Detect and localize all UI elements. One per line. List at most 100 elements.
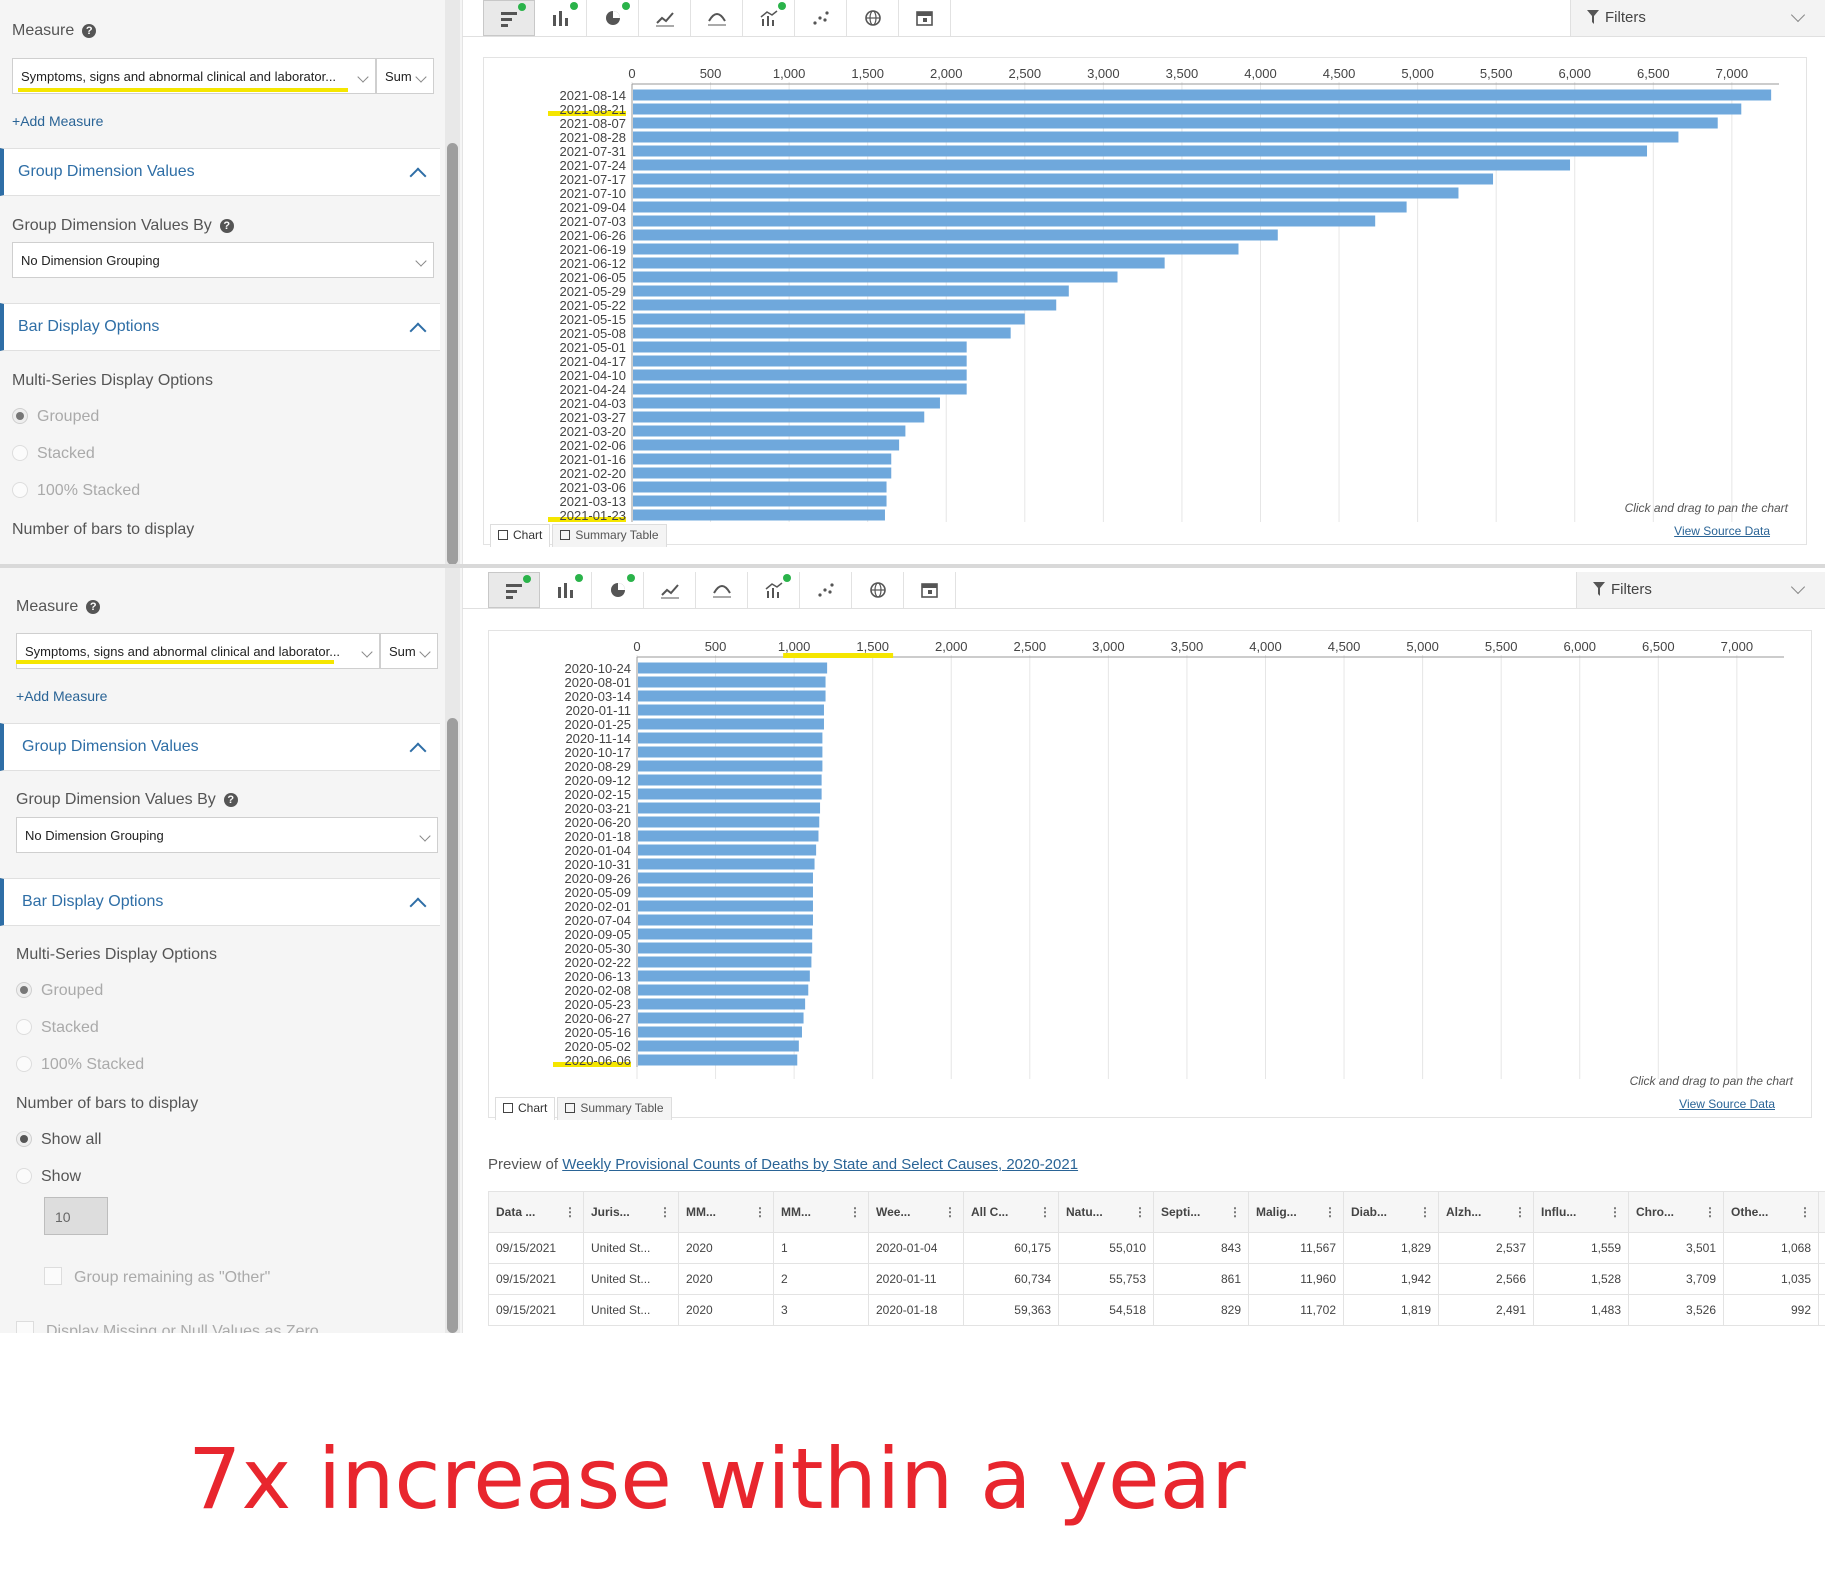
add-measure-link[interactable]: +Add Measure <box>16 688 107 704</box>
group-dimension-section-header[interactable]: Group Dimension Values <box>0 148 440 196</box>
radio-show-all[interactable]: Show all <box>16 1131 101 1149</box>
chevron-up-icon[interactable] <box>409 322 427 340</box>
tab-chart[interactable]: Chart <box>490 524 551 547</box>
radio-dot[interactable] <box>12 445 28 461</box>
group-dimension-section-header[interactable]: Group Dimension Values <box>0 723 440 771</box>
radio-100-stacked[interactable]: 100% Stacked <box>16 1056 144 1074</box>
chevron-up-icon[interactable] <box>409 897 427 915</box>
column-menu-icon[interactable]: ⋮ <box>849 1205 861 1219</box>
aggregation-select[interactable]: Sum <box>376 58 434 94</box>
column-menu-icon[interactable]: ⋮ <box>1419 1205 1431 1219</box>
column-header[interactable]: Juris... ⋮ <box>583 1191 679 1233</box>
pie-chart-button[interactable] <box>592 572 644 608</box>
bars-count-input[interactable]: 10 <box>44 1197 108 1235</box>
radio-dot[interactable] <box>16 982 32 998</box>
chart-container[interactable]: 0 500 1,000 1,500 2,000 2,500 3,000 3,500 4,000 4… <box>488 630 1812 1120</box>
group-remaining-checkbox[interactable]: Group remaining as "Other" <box>44 1267 270 1287</box>
tab-chart[interactable]: Chart <box>495 1097 556 1120</box>
column-menu-icon[interactable]: ⋮ <box>564 1205 576 1219</box>
column-menu-icon[interactable]: ⋮ <box>1704 1205 1716 1219</box>
chevron-up-icon[interactable] <box>409 742 427 760</box>
line-chart-button[interactable] <box>644 572 696 608</box>
chevron-up-icon[interactable] <box>409 167 427 185</box>
add-measure-link[interactable]: +Add Measure <box>12 113 103 129</box>
column-header[interactable]: Chro... ⋮ <box>1628 1191 1724 1233</box>
radio-dot[interactable] <box>16 1131 32 1147</box>
calendar-button[interactable] <box>904 572 956 608</box>
column-menu-icon[interactable]: ⋮ <box>944 1205 956 1219</box>
combo-chart-button[interactable] <box>748 572 800 608</box>
help-icon[interactable]: ? <box>219 219 234 233</box>
help-icon[interactable]: ? <box>223 793 238 807</box>
view-source-link[interactable]: View Source Data <box>1679 1097 1775 1111</box>
radio-grouped[interactable]: Grouped <box>16 982 103 1000</box>
column-menu-icon[interactable]: ⋮ <box>1514 1205 1526 1219</box>
column-header[interactable]: Diab... ⋮ <box>1343 1191 1439 1233</box>
radio-dot[interactable] <box>16 1019 32 1035</box>
checkbox-box[interactable] <box>16 1321 34 1333</box>
column-menu-icon[interactable]: ⋮ <box>1039 1205 1051 1219</box>
display-missing-checkbox[interactable]: Display Missing or Null Values as Zero <box>16 1321 319 1333</box>
radio-dot[interactable] <box>16 1056 32 1072</box>
map-button[interactable] <box>852 572 904 608</box>
area-chart-button[interactable] <box>696 572 748 608</box>
column-header[interactable]: MM... ⋮ <box>773 1191 869 1233</box>
column-menu-icon[interactable]: ⋮ <box>1799 1205 1811 1219</box>
column-header[interactable]: All C... ⋮ <box>963 1191 1059 1233</box>
radio-stacked[interactable]: Stacked <box>12 445 95 463</box>
sidebar-scrollbar[interactable] <box>447 718 458 1333</box>
column-header[interactable]: Malig... ⋮ <box>1248 1191 1344 1233</box>
column-header[interactable]: Neph...⋮ <box>1818 1191 1825 1233</box>
column-header[interactable]: Othe... ⋮ <box>1723 1191 1819 1233</box>
bar-chart-button[interactable] <box>483 0 535 36</box>
column-header[interactable]: Septi... ⋮ <box>1153 1191 1249 1233</box>
group-by-select[interactable]: No Dimension Grouping <box>16 817 438 853</box>
line-chart-button[interactable] <box>639 0 691 36</box>
column-menu-icon[interactable]: ⋮ <box>1134 1205 1146 1219</box>
area-chart-button[interactable] <box>691 0 743 36</box>
aggregation-select[interactable]: Sum <box>380 633 438 669</box>
pie-chart-button[interactable] <box>587 0 639 36</box>
column-chart-button[interactable] <box>540 572 592 608</box>
help-icon[interactable]: ? <box>82 24 97 38</box>
column-header[interactable]: Wee... ⋮ <box>868 1191 964 1233</box>
radio-stacked[interactable]: Stacked <box>16 1019 99 1037</box>
scatter-plot-button[interactable] <box>795 0 847 36</box>
radio-dot[interactable] <box>12 408 28 424</box>
radio-show-n[interactable]: Show <box>16 1168 81 1186</box>
column-menu-icon[interactable]: ⋮ <box>1324 1205 1336 1219</box>
radio-100-stacked[interactable]: 100% Stacked <box>12 482 140 500</box>
bar-display-section-header[interactable]: Bar Display Options <box>0 303 440 351</box>
column-chart-button[interactable] <box>535 0 587 36</box>
checkbox-box[interactable] <box>44 1267 62 1285</box>
combo-chart-button[interactable] <box>743 0 795 36</box>
column-header[interactable]: Influ... ⋮ <box>1533 1191 1629 1233</box>
bar-chart[interactable]: 0 500 1,000 1,500 2,000 2,500 3,000 3,500 4,000 4… <box>484 58 1806 524</box>
bar-chart[interactable]: 0 500 1,000 1,500 2,000 2,500 3,000 3,500 4,000 4… <box>489 631 1811 1097</box>
tab-summary-table[interactable]: Summary Table <box>552 524 667 547</box>
radio-dot[interactable] <box>16 1168 32 1184</box>
column-header[interactable]: MM... ⋮ <box>678 1191 774 1233</box>
filters-dropdown[interactable]: Filters <box>1576 572 1825 608</box>
sidebar-scrollbar[interactable] <box>447 143 458 565</box>
tab-summary-table[interactable]: Summary Table <box>557 1097 672 1120</box>
bar-display-section-header[interactable]: Bar Display Options <box>0 878 440 926</box>
chart-container[interactable]: 0 500 1,000 1,500 2,000 2,500 3,000 3,500 4,000 4… <box>483 57 1807 547</box>
bar-chart-button[interactable] <box>488 572 540 608</box>
map-button[interactable] <box>847 0 899 36</box>
column-menu-icon[interactable]: ⋮ <box>754 1205 766 1219</box>
column-menu-icon[interactable]: ⋮ <box>1229 1205 1241 1219</box>
column-header[interactable]: Natu... ⋮ <box>1058 1191 1154 1233</box>
scatter-plot-button[interactable] <box>800 572 852 608</box>
column-menu-icon[interactable]: ⋮ <box>1609 1205 1621 1219</box>
column-header[interactable]: Alzh... ⋮ <box>1438 1191 1534 1233</box>
column-menu-icon[interactable]: ⋮ <box>659 1205 671 1219</box>
radio-grouped[interactable]: Grouped <box>12 408 99 426</box>
help-icon[interactable]: ? <box>86 600 101 614</box>
calendar-button[interactable] <box>899 0 951 36</box>
group-by-select[interactable]: No Dimension Grouping <box>12 242 434 278</box>
dataset-link[interactable]: Weekly Provisional Counts of Deaths by S… <box>562 1156 1079 1173</box>
radio-dot[interactable] <box>12 482 28 498</box>
filters-dropdown[interactable]: Filters <box>1570 0 1825 36</box>
view-source-link[interactable]: View Source Data <box>1674 524 1770 538</box>
